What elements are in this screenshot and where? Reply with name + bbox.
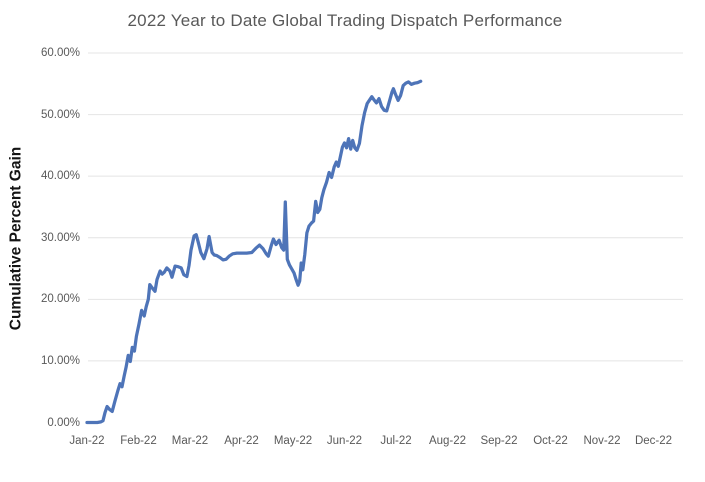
series-line: [85, 79, 423, 425]
x-tick-label: Apr-22: [224, 435, 259, 447]
y-tick-label: 20.00%: [40, 293, 80, 306]
x-tick-label: Dec-22: [634, 435, 673, 447]
x-tick-label: Jan-22: [69, 435, 105, 447]
y-tick-label: 50.00%: [40, 108, 80, 121]
y-tick-label: 30.00%: [40, 231, 80, 244]
x-tick-label: Feb-22: [120, 435, 157, 447]
x-tick-label: Mar-22: [171, 435, 209, 447]
x-tick-label: Nov-22: [583, 435, 621, 447]
x-tick-label: May-22: [273, 435, 313, 447]
y-tick-label: 0.00%: [47, 416, 80, 429]
y-tick-label: 60.00%: [40, 47, 80, 59]
chart-title: 2022 Year to Date Global Trading Dispatc…: [127, 11, 563, 30]
x-tick-label: Aug-22: [428, 435, 467, 447]
x-tick-label: Jul-22: [380, 435, 412, 447]
x-tick-label: Jun-22: [326, 435, 363, 447]
x-tick-label: Oct-22: [533, 435, 568, 447]
y-tick-label: 40.00%: [40, 170, 80, 183]
x-tick-label: Sep-22: [480, 435, 518, 447]
y-tick-label: 10.00%: [40, 354, 80, 367]
